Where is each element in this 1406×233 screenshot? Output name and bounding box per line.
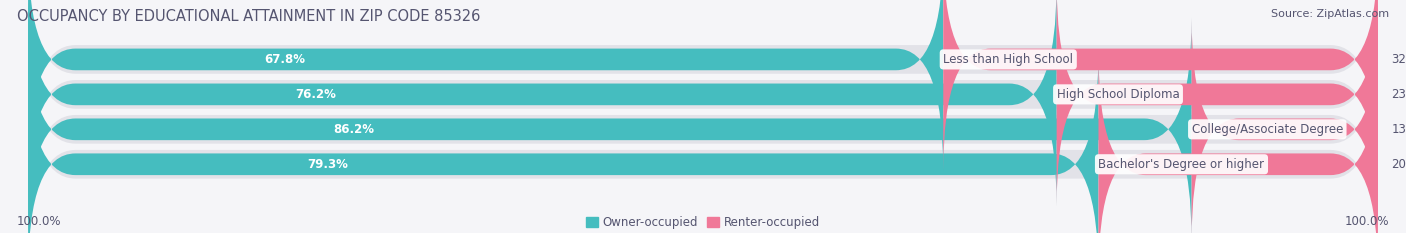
- Text: 100.0%: 100.0%: [1344, 215, 1389, 228]
- Text: Bachelor's Degree or higher: Bachelor's Degree or higher: [1098, 158, 1264, 171]
- FancyBboxPatch shape: [28, 21, 1378, 233]
- Text: 32.2%: 32.2%: [1392, 53, 1406, 66]
- Legend: Owner-occupied, Renter-occupied: Owner-occupied, Renter-occupied: [586, 216, 820, 229]
- Text: 100.0%: 100.0%: [17, 215, 62, 228]
- Text: 79.3%: 79.3%: [308, 158, 349, 171]
- Text: Less than High School: Less than High School: [943, 53, 1073, 66]
- Text: College/Associate Degree: College/Associate Degree: [1192, 123, 1343, 136]
- Text: 13.8%: 13.8%: [1392, 123, 1406, 136]
- FancyBboxPatch shape: [28, 18, 1192, 233]
- FancyBboxPatch shape: [28, 0, 943, 171]
- Text: 86.2%: 86.2%: [333, 123, 374, 136]
- FancyBboxPatch shape: [28, 53, 1098, 233]
- FancyBboxPatch shape: [28, 0, 1378, 202]
- FancyBboxPatch shape: [28, 0, 1378, 168]
- FancyBboxPatch shape: [1098, 53, 1378, 233]
- FancyBboxPatch shape: [943, 0, 1378, 171]
- Text: High School Diploma: High School Diploma: [1057, 88, 1180, 101]
- Text: 20.7%: 20.7%: [1392, 158, 1406, 171]
- FancyBboxPatch shape: [28, 0, 1057, 206]
- Text: 23.8%: 23.8%: [1392, 88, 1406, 101]
- Text: Source: ZipAtlas.com: Source: ZipAtlas.com: [1271, 9, 1389, 19]
- Text: 67.8%: 67.8%: [264, 53, 305, 66]
- FancyBboxPatch shape: [28, 56, 1378, 233]
- FancyBboxPatch shape: [1192, 18, 1378, 233]
- Text: OCCUPANCY BY EDUCATIONAL ATTAINMENT IN ZIP CODE 85326: OCCUPANCY BY EDUCATIONAL ATTAINMENT IN Z…: [17, 9, 481, 24]
- FancyBboxPatch shape: [1057, 0, 1378, 206]
- Text: 76.2%: 76.2%: [295, 88, 336, 101]
